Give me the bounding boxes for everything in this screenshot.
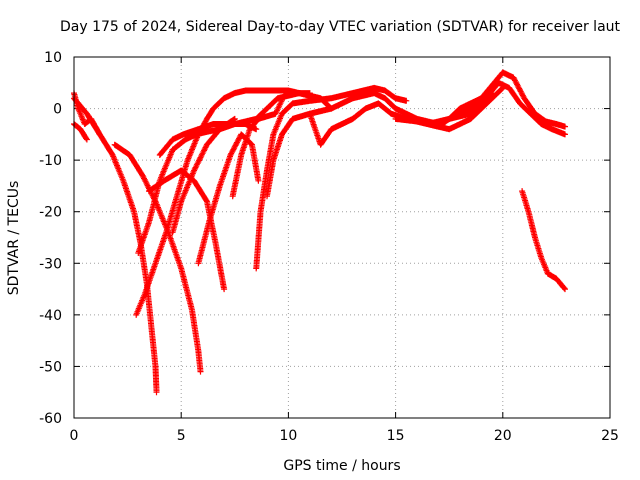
y-tick-label: -10 — [39, 153, 62, 169]
series-arc-3 — [71, 95, 160, 396]
chart-title: Day 175 of 2024, Sidereal Day-to-day VTE… — [60, 19, 621, 35]
x-tick-label: 20 — [494, 428, 512, 444]
y-tick-label: -40 — [39, 308, 62, 324]
x-tick-label: 0 — [70, 428, 79, 444]
plot-frame — [73, 56, 611, 419]
data-series — [71, 69, 568, 396]
series-markers — [229, 90, 313, 200]
series-arc-16 — [424, 79, 568, 138]
y-tick-label: -20 — [39, 205, 62, 221]
y-axis-label: SDTVAR / TECUs — [6, 181, 22, 296]
y-tick-label: -50 — [39, 359, 62, 375]
series-markers — [424, 79, 568, 138]
series-arc-15 — [392, 69, 568, 130]
series-markers — [519, 188, 568, 293]
series-arc-10 — [195, 131, 262, 267]
series-markers — [392, 69, 568, 130]
x-tick-label: 25 — [601, 428, 619, 444]
series-arc-11 — [229, 90, 313, 200]
y-tick-label: -60 — [39, 411, 62, 427]
series-markers — [195, 131, 262, 267]
series-arc-8 — [169, 115, 238, 236]
x-tick-label: 5 — [177, 428, 186, 444]
series-arc-12 — [253, 84, 410, 272]
y-tick-label: 10 — [44, 50, 62, 66]
series-markers — [71, 95, 160, 396]
y-tick-label: -30 — [39, 256, 62, 272]
series-markers — [169, 115, 238, 236]
x-axis-label: GPS time / hours — [283, 458, 400, 474]
x-tick-label: 10 — [279, 428, 297, 444]
series-markers — [253, 84, 410, 272]
x-tick-label: 15 — [387, 428, 405, 444]
y-tick-label: 0 — [53, 102, 62, 118]
series-arc-17 — [519, 188, 568, 293]
